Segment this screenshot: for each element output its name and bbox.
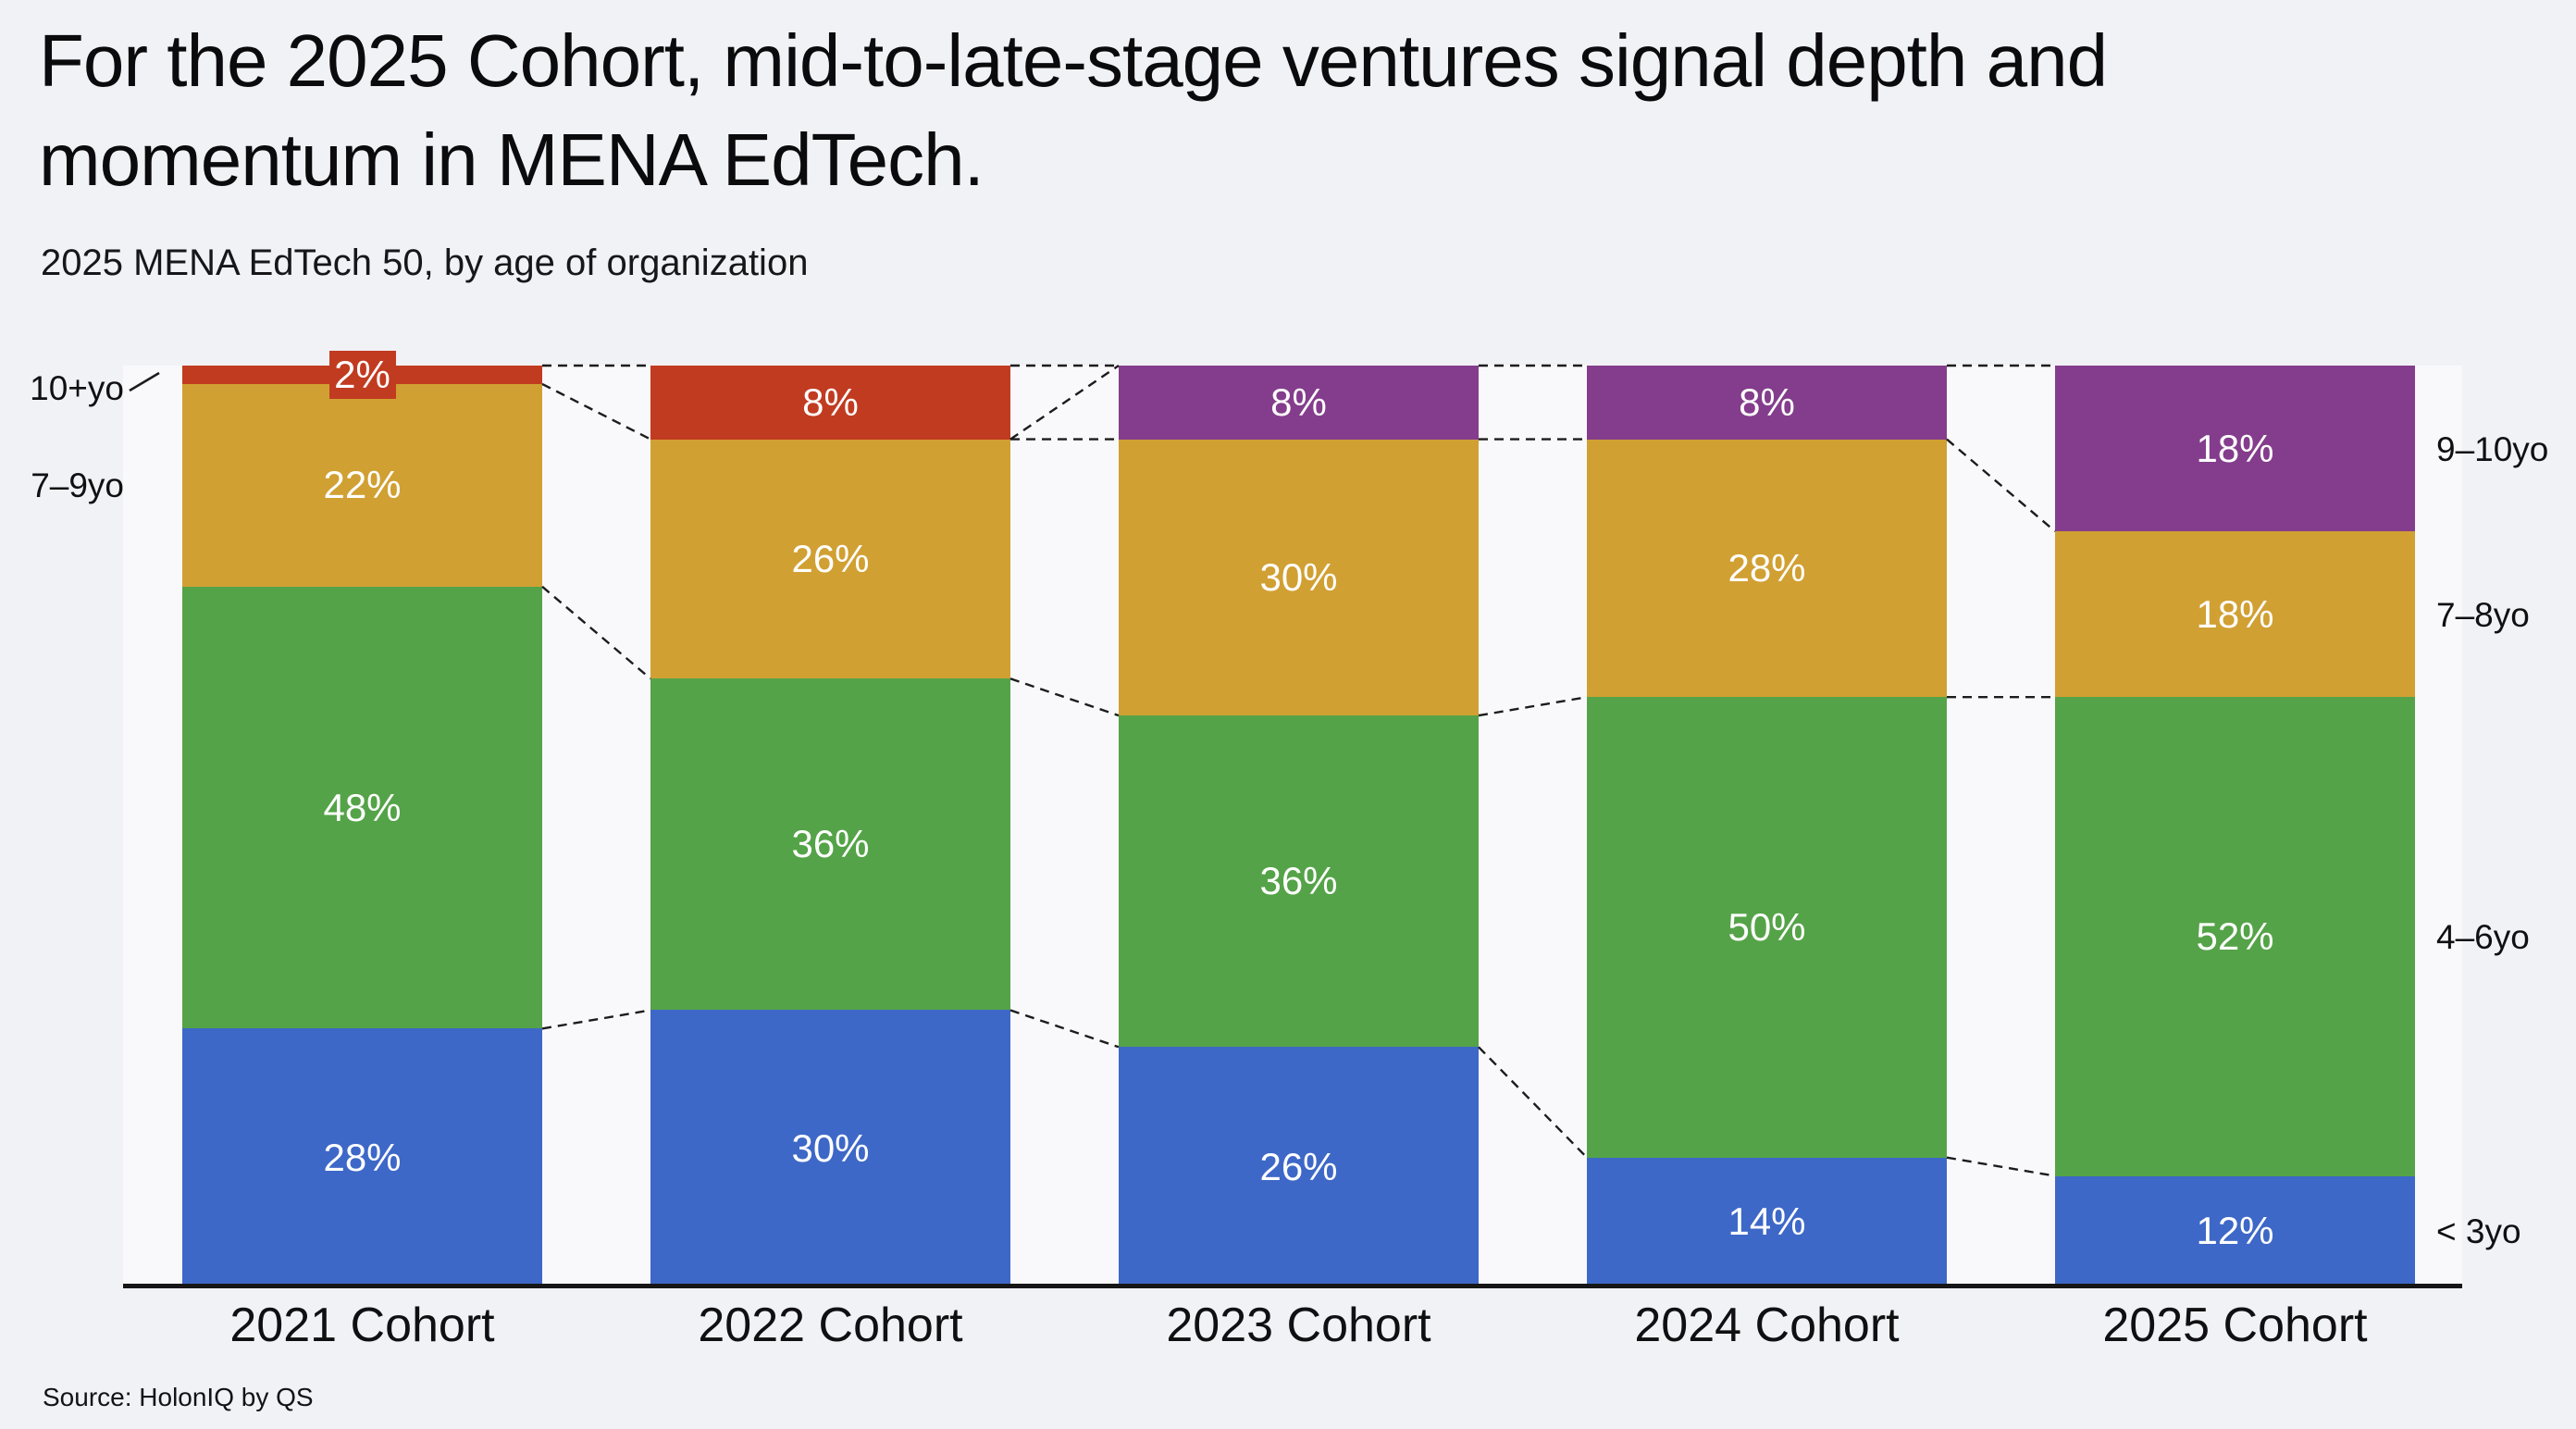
segment-value-label: 8% [1270,379,1327,424]
segment-value-label: 8% [1739,379,1795,424]
callout-value-box: 2% [328,350,396,399]
right-axis-label-9-10yo: 9–10yo [2436,429,2549,468]
left-axis-label-7-9yo: 7–9yo [31,466,124,505]
segment-value-label: 50% [1728,904,1806,949]
segment-value-label: 26% [1259,1144,1338,1188]
segment-red-2021-cohort: 2% [182,350,542,399]
segment-blue-2021-cohort: 28% [182,1028,542,1286]
x-axis-label-2024-cohort: 2024 Cohort [1634,1299,1900,1352]
segment-gold-2023-cohort: 30% [1119,439,1479,716]
chart-subtitle: 2025 MENA EdTech 50, by age of organizat… [41,242,809,283]
segment-value-label: 8% [802,379,859,424]
segment-green-2025-cohort: 52% [2055,697,2415,1176]
segment-green-2021-cohort: 48% [182,586,542,1029]
segment-value-label: 2% [334,352,390,396]
segment-value-label: 28% [1728,545,1806,590]
segment-value-label: 26% [791,536,870,580]
segment-green-2023-cohort: 36% [1119,715,1479,1048]
segment-green-2024-cohort: 50% [1587,697,1947,1158]
segment-red-2022-cohort: 8% [650,366,1010,440]
bar-2024-cohort: 8% 28% 50% 14% [1587,366,1947,1286]
x-axis-baseline [123,1284,2462,1288]
x-axis-label-2025-cohort: 2025 Cohort [2102,1299,2368,1352]
segment-purple-2025-cohort: 18% [2055,366,2415,532]
segment-value-label: 48% [323,785,402,829]
segment-gold-2022-cohort: 26% [650,439,1010,679]
segment-value-label: 18% [2196,591,2274,636]
segment-blue-2023-cohort: 26% [1119,1047,1479,1286]
right-axis-label-7-8yo: 7–8yo [2436,595,2530,634]
left-axis-label-10-yo: 10+yo [30,368,124,407]
segment-value-label: 12% [2196,1209,2274,1253]
segment-value-label: 36% [1259,859,1338,903]
segment-value-label: 28% [323,1135,402,1179]
segment-green-2022-cohort: 36% [650,678,1010,1011]
segment-gold-2024-cohort: 28% [1587,439,1947,698]
segment-value-label: 52% [2196,913,2274,958]
segment-value-label: 14% [1728,1199,1806,1244]
segment-blue-2024-cohort: 14% [1587,1157,1947,1286]
segment-value-label: 22% [323,463,402,507]
source-note: Source: HolonIQ by QS [43,1383,314,1411]
segment-purple-2023-cohort: 8% [1119,366,1479,440]
segment-gold-2021-cohort: 22% [182,383,542,587]
segment-value-label: 36% [791,822,870,866]
bar-2025-cohort: 18% 18% 52% 12% [2055,366,2415,1286]
segment-gold-2025-cohort: 18% [2055,531,2415,698]
segment-value-label: 30% [791,1125,870,1170]
right-axis-label-3yo: < 3yo [2436,1212,2521,1251]
segment-value-label: 30% [1259,554,1338,599]
x-axis-label-2021-cohort: 2021 Cohort [229,1299,495,1352]
right-axis-label-4-6yo: 4–6yo [2436,917,2530,956]
bar-2022-cohort: 8% 26% 36% 30% [650,366,1010,1286]
segment-blue-2022-cohort: 30% [650,1010,1010,1286]
segment-blue-2025-cohort: 12% [2055,1175,2415,1286]
segment-value-label: 18% [2196,426,2274,470]
page-title: For the 2025 Cohort, mid-to-late-stage v… [39,19,2108,201]
segment-purple-2024-cohort: 8% [1587,366,1947,440]
bar-2023-cohort: 8% 30% 36% 26% [1119,366,1479,1286]
x-axis-label-2023-cohort: 2023 Cohort [1166,1299,1431,1352]
bar-2021-cohort: 2% 22% 48% 28% [182,350,542,1286]
x-axis-label-2022-cohort: 2022 Cohort [698,1299,963,1352]
